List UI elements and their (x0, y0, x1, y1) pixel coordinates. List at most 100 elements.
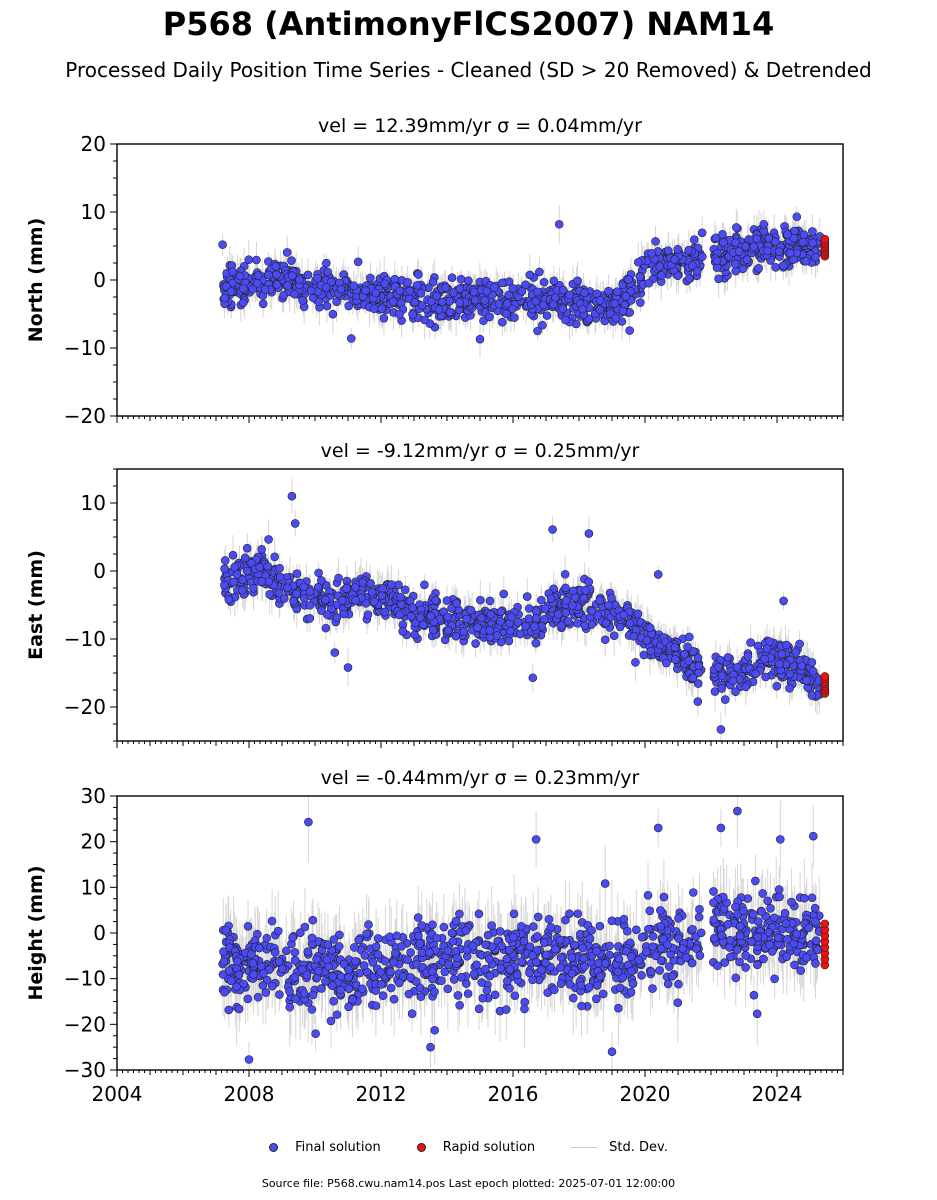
final-point (220, 564, 229, 574)
final-point (292, 589, 301, 599)
final-point (568, 586, 578, 596)
final-point (624, 275, 633, 284)
final-point (524, 604, 534, 613)
final-point (501, 309, 511, 319)
panel-title: vel = -9.12mm/yr σ = 0.25mm/yr (321, 440, 640, 462)
final-point (455, 298, 465, 307)
final-point (295, 275, 304, 284)
final-point (369, 597, 379, 606)
final-point (561, 583, 570, 593)
final-point (808, 238, 817, 248)
final-point (749, 242, 759, 252)
final-point (595, 305, 605, 314)
final-point (790, 226, 799, 236)
final-point (366, 579, 375, 588)
final-point (731, 238, 741, 247)
final-point (759, 219, 769, 229)
final-point (579, 593, 589, 603)
final-point (553, 610, 563, 619)
final-point (496, 607, 506, 616)
final-point (288, 271, 297, 281)
final-point (494, 299, 504, 309)
final-point (680, 649, 689, 659)
final-point (431, 595, 441, 605)
final-point (775, 659, 784, 669)
final-point (441, 283, 450, 292)
final-point (395, 286, 405, 296)
final-point (609, 631, 619, 640)
final-point (480, 296, 490, 305)
y-axis-label: North (mm) (25, 218, 47, 343)
final-point (765, 637, 774, 646)
final-point (240, 553, 250, 563)
final-point (320, 595, 330, 605)
y-axis-label: Height (mm) (25, 865, 47, 1000)
final-point (321, 623, 331, 633)
final-point (330, 648, 340, 657)
final-point (584, 529, 594, 538)
final-point (502, 299, 512, 308)
final-point (531, 296, 541, 306)
final-point (351, 583, 360, 592)
final-point (808, 227, 817, 236)
final-point (238, 585, 247, 595)
final-point (619, 610, 628, 620)
y-tick-label: 0 (93, 268, 106, 292)
final-point (558, 304, 568, 313)
final-point (249, 583, 258, 593)
final-point (764, 233, 773, 243)
final-point (595, 296, 605, 305)
final-points (218, 212, 825, 344)
final-point (395, 610, 404, 620)
final-point (287, 256, 296, 265)
final-point (782, 640, 791, 650)
final-point (244, 255, 254, 265)
final-point (323, 610, 332, 619)
final-point (746, 638, 755, 647)
final-point (785, 669, 795, 679)
final-point (489, 283, 499, 293)
final-point (264, 270, 273, 280)
final-point (561, 596, 571, 605)
final-point (513, 617, 523, 627)
final-point (248, 284, 258, 294)
panel-title: vel = 12.39mm/yr σ = 0.04mm/yr (318, 115, 642, 137)
y-tick-label: 20 (81, 132, 106, 156)
final-point (607, 593, 616, 603)
final-point (442, 596, 452, 605)
final-point (521, 280, 530, 289)
final-point (353, 257, 363, 267)
final-point (321, 283, 331, 292)
final-point (542, 311, 552, 320)
final-point (653, 570, 663, 579)
final-point (323, 267, 333, 277)
final-point (287, 491, 297, 501)
final-point (683, 642, 692, 652)
figure-subtitle: Processed Daily Position Time Series - C… (65, 58, 872, 82)
rapid-points (820, 234, 830, 261)
final-point (346, 334, 356, 343)
final-point (561, 315, 570, 325)
final-point (473, 623, 482, 632)
final-point (303, 270, 313, 280)
final-point (218, 240, 227, 249)
final-point (366, 273, 375, 283)
final-point (717, 684, 727, 693)
final-point (314, 568, 323, 578)
final-point (367, 587, 377, 597)
final-point (517, 286, 527, 296)
data-group (218, 796, 830, 1070)
final-point (417, 301, 427, 310)
final-point (252, 278, 262, 288)
final-point (732, 662, 742, 672)
final-point (688, 647, 698, 656)
final-point (344, 301, 354, 311)
final-point (338, 596, 347, 605)
final-point (646, 646, 656, 656)
final-point (270, 552, 279, 562)
final-point (322, 258, 331, 268)
final-point (533, 287, 542, 297)
final-point (282, 248, 292, 257)
final-point (561, 608, 571, 618)
